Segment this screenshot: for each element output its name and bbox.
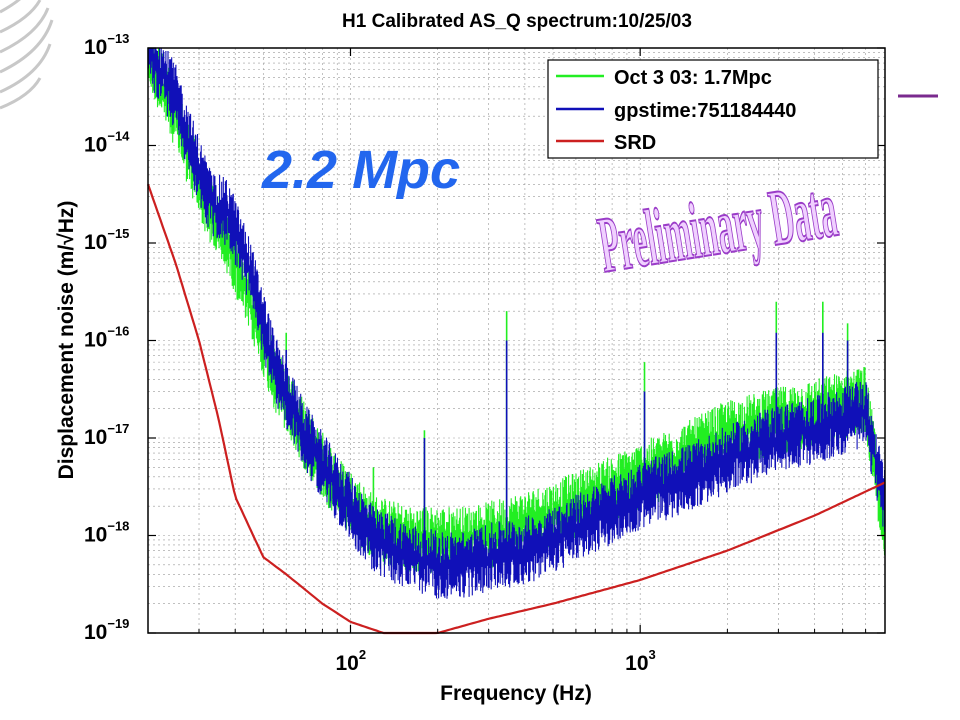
x-tick-labels: 102 103 <box>335 647 655 675</box>
series-srd-line <box>146 183 886 635</box>
y-tick-labels: 10−13 10−14 10−15 10−16 10−17 10−18 10−19 <box>84 31 130 644</box>
corner-arcs-decoration <box>0 0 54 110</box>
legend: Oct 3 03: 1.7Mpc gpstime:751184440 SRD <box>547 59 879 159</box>
y-tick-label: 10−16 <box>84 324 129 352</box>
legend-item-green: Oct 3 03: 1.7Mpc <box>556 67 772 89</box>
y-tick-label: 10−15 <box>84 226 129 254</box>
x-tick-label: 103 <box>625 647 656 675</box>
series-layer <box>146 48 886 635</box>
y-tick-label: 10−14 <box>84 129 130 157</box>
y-tick-label: 10−17 <box>84 421 129 449</box>
x-axis-label: Frequency (Hz) <box>440 682 592 705</box>
legend-item-blue: gpstime:751184440 <box>556 100 796 122</box>
legend-item-red: SRD <box>556 132 656 154</box>
y-axis-label: Displacement noise (m/√Hz) <box>55 201 78 480</box>
legend-label: Oct 3 03: 1.7Mpc <box>614 67 772 89</box>
y-tick-label: 10−18 <box>84 519 129 547</box>
x-tick-label: 102 <box>335 647 366 675</box>
legend-label: SRD <box>614 132 656 154</box>
legend-label: gpstime:751184440 <box>614 100 796 122</box>
range-annotation: 2.2 Mpc <box>261 140 460 200</box>
chart-title: H1 Calibrated AS_Q spectrum:10/25/03 <box>342 11 692 32</box>
y-tick-label: 10−19 <box>84 616 129 644</box>
y-tick-label: 10−13 <box>84 31 129 59</box>
series-blue <box>147 48 886 599</box>
